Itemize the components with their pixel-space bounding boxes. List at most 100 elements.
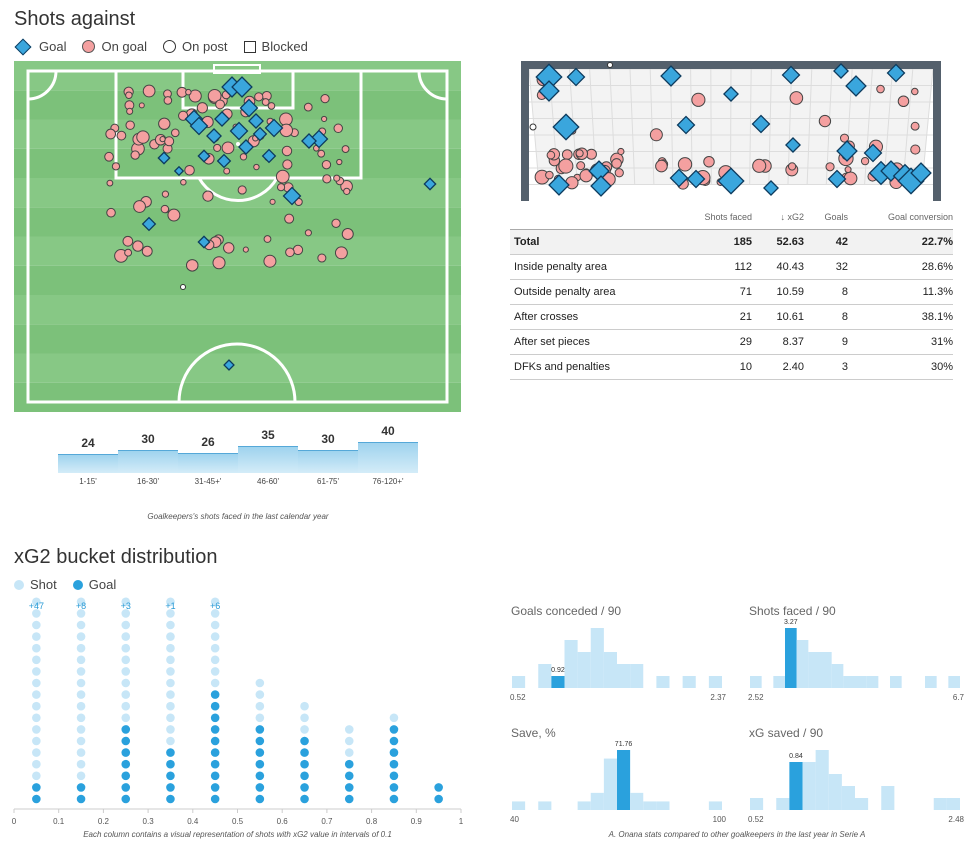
histogram-title: Goals conceded / 90 (511, 604, 622, 618)
xg-shot-dot (344, 748, 354, 757)
xg-shot-dot (300, 713, 309, 723)
xg-shot-dot (76, 609, 86, 618)
stats-cell-shots: 71 (670, 279, 752, 305)
goal-shot-marker (309, 129, 329, 149)
time-bar-value: 24 (81, 436, 95, 450)
on-goal-shot-marker (141, 245, 153, 257)
xg2-sort-header[interactable]: ↓ xG2 (780, 212, 804, 222)
xg-goal-dot (210, 725, 220, 734)
on-goal-shot-marker (116, 130, 127, 141)
goal-shot-marker (827, 169, 847, 189)
stats-cell-goals: 3 (804, 354, 848, 380)
histogram-bar (512, 801, 526, 810)
xg-shot-dot (300, 701, 309, 711)
on-goal-shot-marker (279, 123, 294, 138)
xg-shot-dot (166, 655, 175, 665)
on-goal-shot-marker (611, 158, 622, 169)
xg-shot-dot (32, 620, 41, 630)
stats-row: Total 185 52.63 42 22.7% (510, 229, 953, 255)
on-goal-shot-marker (178, 110, 189, 121)
xg-shot-dot (344, 725, 354, 734)
xg-shot-dot (166, 667, 175, 676)
stats-cell-goals: 8 (804, 279, 848, 305)
pitch-lines (26, 64, 449, 404)
histogram-min: 0.52 (510, 693, 526, 702)
right-post (933, 61, 941, 201)
on-goal-shot-marker (106, 179, 114, 187)
on-goal-shot-marker (261, 98, 270, 106)
stats-cell-conversion: 30% (848, 354, 953, 380)
goal-frame-shot-map (521, 61, 941, 201)
xg-goal-dot (389, 748, 399, 757)
xg-shot-dot (76, 632, 86, 641)
xg-overflow-label: +6 (210, 601, 220, 611)
xg-goal-dot (389, 736, 399, 746)
shots-against-title: Shots against (14, 8, 136, 30)
on-goal-shot-marker (910, 144, 921, 155)
on-goal-shot-marker (275, 169, 290, 184)
on-goal-shot-marker (212, 256, 226, 270)
goal-diamond-icon (14, 38, 32, 55)
xg-goal-dot (255, 759, 265, 769)
stats-cell-label: Total (510, 229, 670, 255)
stats-cell-conversion: 38.1% (848, 304, 953, 330)
xg-shot-dot (121, 643, 131, 653)
on-goal-shot-marker (691, 92, 706, 107)
on-goal-shot-marker (860, 156, 870, 166)
xg-goal-dot (255, 736, 265, 746)
on-goal-shot-marker (284, 213, 295, 224)
xg-goal-dot (255, 725, 265, 734)
on-goal-shot-marker (223, 167, 231, 175)
xg-goal-dot (389, 794, 399, 804)
stats-cell-xg2: 8.37 (752, 329, 804, 355)
xg-goal-dot (300, 748, 309, 757)
time-bar (298, 449, 358, 473)
on-goal-shot-marker (546, 150, 556, 160)
on-goal-shot-marker (188, 89, 202, 103)
comparison-histograms: Goals conceded / 90 0.92 0.52 2.37 Shots fac… (508, 600, 966, 830)
xg-goal-dot (210, 759, 220, 769)
on-goal-shot-marker (561, 149, 573, 160)
goal-shot-marker (763, 180, 779, 196)
histogram-bar (831, 664, 844, 688)
on-goal-shot-marker (322, 174, 332, 184)
histogram-bar (843, 676, 855, 688)
goal-shot-marker (785, 137, 801, 153)
on-post-shot-marker (180, 284, 186, 290)
histogram-highlight-value: 71.76 (615, 741, 633, 748)
histogram-highlight-bar (551, 676, 565, 688)
xg-shot-dot (32, 609, 41, 618)
shots-stats-table: Shots faced ↓ xG2 Goals Goal conversion … (510, 212, 953, 380)
xg-shot-dot (32, 713, 41, 723)
xg-tick-label: 0.8 (366, 817, 378, 826)
xg-shot-dot (76, 655, 86, 665)
xg-goal-dot (210, 736, 220, 746)
time-bar-label: 46-60' (257, 477, 279, 486)
histogram-bar (881, 786, 895, 810)
histogram-highlight-value: 3.27 (784, 619, 798, 626)
xg-tick-label: 0.4 (187, 817, 199, 826)
xg-goal-dot (166, 759, 175, 769)
on-goal-shot-marker (111, 162, 121, 171)
xg-shot-dot (76, 667, 86, 676)
xg-shot-dot (210, 655, 220, 665)
goal-shot-marker (173, 165, 185, 177)
legend-blocked: Blocked (243, 39, 308, 54)
histogram-bar (890, 676, 902, 688)
on-goal-shot-marker (125, 91, 133, 99)
histogram-bar (656, 676, 670, 688)
xg-goal-dot (210, 794, 220, 804)
time-bar (118, 449, 178, 473)
xg-tick-label: 1 (459, 817, 464, 826)
on-goal-shot-marker (897, 95, 910, 108)
stats-cell-goals: 42 (804, 229, 848, 255)
goal-shot-marker (886, 63, 906, 83)
xg-shot-dot (121, 655, 131, 665)
time-bar-label: 76-120+' (372, 477, 404, 486)
time-bar (238, 445, 298, 473)
goal-shot-marker (590, 175, 612, 197)
goal-shot-marker (836, 140, 858, 162)
xg-goal-dot (121, 736, 131, 746)
on-goal-shot-marker (285, 247, 295, 258)
on-goal-shot-marker (126, 107, 134, 115)
